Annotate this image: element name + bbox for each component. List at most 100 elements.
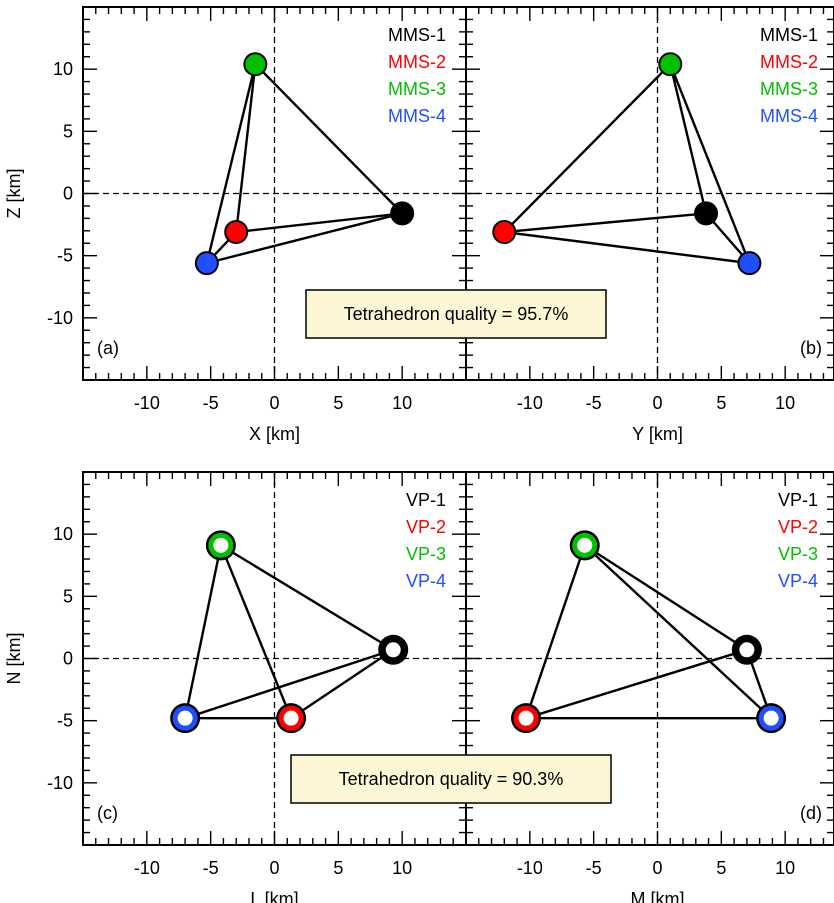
panel-letter: (a) <box>97 338 119 358</box>
x-tick-label: 10 <box>775 393 795 413</box>
x-tick-label: 10 <box>392 393 412 413</box>
quality-box-top-background <box>305 289 607 339</box>
spacecraft-marker-center <box>177 710 193 726</box>
legend-entry: MMS-3 <box>388 79 446 99</box>
spacecraft-marker-center <box>739 642 755 658</box>
spacecraft-marker-center <box>213 537 229 553</box>
spacecraft-marker-center <box>385 642 401 658</box>
spacecraft-marker-center <box>577 537 593 553</box>
tetrahedron-edge <box>525 648 748 720</box>
x-tick-label: -5 <box>586 858 602 878</box>
tetrahedron-edge <box>206 212 403 265</box>
y-tick-label: 5 <box>63 586 73 606</box>
x-tick-label: 5 <box>333 858 343 878</box>
y-tick-label: 5 <box>63 121 73 141</box>
tetrahedron-edge <box>669 63 708 214</box>
legend-entry: MMS-4 <box>388 106 446 126</box>
x-tick-label: -10 <box>517 393 543 413</box>
y-tick-label: -5 <box>57 711 73 731</box>
spacecraft-marker <box>737 251 762 276</box>
spacecraft-marker-center <box>283 710 299 726</box>
x-tick-label: 5 <box>716 393 726 413</box>
x-tick-label: 0 <box>269 393 279 413</box>
tetrahedron-edge <box>504 230 750 265</box>
panel-letter: (b) <box>800 338 822 358</box>
legend-entry: VP-4 <box>406 571 446 591</box>
x-axis-title: X [km] <box>249 424 300 444</box>
tetrahedron-edge <box>219 544 293 719</box>
legend-entry: MMS-4 <box>760 106 818 126</box>
legend-entry: VP-4 <box>778 571 818 591</box>
x-tick-label: 0 <box>652 858 662 878</box>
quality-box-bottom-background <box>290 754 612 804</box>
y-tick-label: -10 <box>47 773 73 793</box>
legend-entry: MMS-2 <box>388 52 446 72</box>
x-tick-label: 5 <box>716 858 726 878</box>
tetrahedron-edge <box>254 63 404 215</box>
legend-entry: VP-1 <box>406 490 446 510</box>
legend-entry: VP-2 <box>778 517 818 537</box>
y-tick-label: 0 <box>63 184 73 204</box>
y-axis-title: N [km] <box>4 633 24 685</box>
spacecraft-marker <box>243 52 268 77</box>
tetrahedron-edge <box>220 544 394 651</box>
panel-letter: (d) <box>800 803 822 823</box>
x-axis-title: M [km] <box>631 889 685 903</box>
legend-entry: MMS-3 <box>760 79 818 99</box>
spacecraft-marker-center <box>763 710 779 726</box>
quality-box-top: Tetrahedron quality = 95.7% <box>305 289 607 339</box>
legend-entry: VP-3 <box>406 544 446 564</box>
tetrahedron-edge <box>205 63 257 264</box>
x-tick-label: -10 <box>134 858 160 878</box>
y-axis-title: Z [km] <box>4 169 24 219</box>
tetrahedron-edge <box>236 212 403 234</box>
tetrahedron-edge <box>504 212 707 234</box>
x-tick-label: -5 <box>203 393 219 413</box>
panel-b: -10 -5 0 5 10 Y [km] (b) MMS-1 MMS-2 MMS-3 MMS-4 <box>465 6 834 444</box>
y-tick-label: 10 <box>53 59 73 79</box>
legend-entry: VP-3 <box>778 544 818 564</box>
tetrahedron-edge <box>183 545 223 719</box>
spacecraft-marker <box>658 52 683 77</box>
annotation-boxes: Tetrahedron quality = 95.7% Tetrahedron … <box>290 289 612 804</box>
tetrahedron-edge <box>290 648 394 720</box>
panel-c: -10 -5 0 5 10 -10 -5 0 5 10 L [km] N [km] (c) VP-1 VP-… <box>4 471 467 903</box>
x-tick-label: 10 <box>775 858 795 878</box>
x-tick-label: 10 <box>392 858 412 878</box>
quality-box-bottom: Tetrahedron quality = 90.3% <box>290 754 612 804</box>
tetrahedron-edge <box>184 648 394 720</box>
legend-entry: VP-1 <box>778 490 818 510</box>
x-tick-label: -5 <box>586 393 602 413</box>
legend-entry: MMS-1 <box>388 25 446 45</box>
y-tick-label: -10 <box>47 308 73 328</box>
x-axis-title: Y [km] <box>632 424 683 444</box>
y-tick-label: 0 <box>63 649 73 669</box>
panel-d: -10 -5 0 5 10 M [km] (d) VP-1 VP-2 VP-3 VP-4 <box>465 471 834 903</box>
tetrahedron-edge <box>235 64 257 233</box>
y-tick-label: -5 <box>57 246 73 266</box>
spacecraft-marker <box>194 251 219 276</box>
x-tick-label: -10 <box>517 858 543 878</box>
tetrahedron-edge <box>503 63 672 233</box>
x-tick-label: 0 <box>652 393 662 413</box>
spacecraft-marker <box>390 201 415 226</box>
tetrahedron-edge <box>669 63 751 264</box>
x-tick-label: -10 <box>134 393 160 413</box>
y-tick-label: 10 <box>53 524 73 544</box>
panels-group: -10 -5 0 5 10 -10 -5 0 5 10 X [km] Z [km] (a) MMS-1 MM… <box>4 6 834 903</box>
tetrahedron-edge <box>524 544 586 719</box>
panel-letter: (c) <box>97 803 118 823</box>
legend-entry: VP-2 <box>406 517 446 537</box>
tetrahedron-edge <box>584 544 748 651</box>
quality-label-bottom: Tetrahedron quality = 90.3% <box>339 769 564 789</box>
quality-label-top: Tetrahedron quality = 95.7% <box>344 304 569 324</box>
x-tick-label: -5 <box>203 858 219 878</box>
tetrahedron-edge <box>583 544 772 720</box>
spacecraft-marker <box>224 220 249 245</box>
x-axis-title: L [km] <box>250 889 298 903</box>
spacecraft-marker-center <box>518 710 534 726</box>
x-tick-label: 0 <box>269 858 279 878</box>
legend-entry: MMS-2 <box>760 52 818 72</box>
legend-entry: MMS-1 <box>760 25 818 45</box>
